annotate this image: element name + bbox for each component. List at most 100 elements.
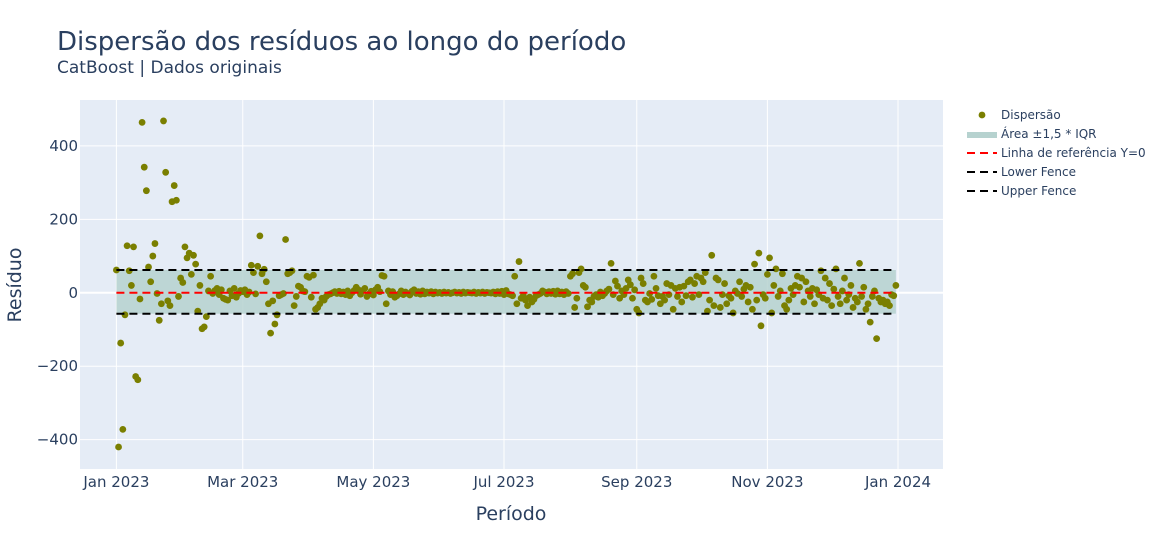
legend-label: Upper Fence: [1001, 184, 1076, 198]
scatter-point: [382, 300, 390, 308]
legend-item: Linha de referência Y=0: [967, 146, 1146, 160]
legend-label: Área ±1,5 * IQR: [1001, 126, 1097, 141]
legend-label: Dispersão: [1001, 108, 1061, 122]
scatter-point: [706, 296, 713, 304]
scatter-point: [838, 287, 846, 295]
scatter-point: [256, 232, 264, 240]
scatter-point: [648, 295, 656, 303]
scatter-point: [307, 293, 315, 301]
legend-marker-icon: [978, 111, 986, 119]
scatter-point: [721, 280, 728, 287]
scatter-point: [376, 288, 384, 296]
scatter-point: [121, 311, 129, 319]
scatter-point: [230, 284, 238, 292]
scatter-point: [785, 296, 793, 304]
scatter-point: [511, 272, 519, 280]
scatter-point: [744, 298, 752, 306]
x-tick-label: May 2023: [336, 473, 410, 491]
scatter-point: [853, 298, 861, 306]
scatter-point: [834, 293, 842, 300]
scatter-point: [127, 282, 135, 289]
x-tick-label: Jan 2024: [864, 473, 931, 491]
scatter-point: [172, 196, 180, 204]
scatter-point: [708, 251, 716, 259]
scatter-point: [650, 272, 658, 280]
scatter-point: [652, 284, 660, 292]
legend-item: Lower Fence: [967, 165, 1076, 179]
scatter-point: [130, 243, 137, 251]
scatter-point: [179, 279, 187, 286]
scatter-point: [639, 280, 647, 287]
scatter-point: [123, 242, 131, 250]
scatter-point: [849, 304, 857, 311]
x-tick-label: Sep 2023: [601, 473, 672, 491]
scatter-point: [772, 265, 780, 273]
scatter-point: [267, 329, 274, 337]
scatter-point: [310, 271, 317, 279]
scatter-point: [280, 290, 287, 297]
scatter-point: [142, 187, 150, 195]
x-axis-ticks: Jan 2023 Mar 2023 May 2023 Jul 2023 Sep 2023…: [82, 473, 931, 491]
scatter-point: [856, 259, 863, 267]
scatter-point: [569, 270, 576, 278]
scatter-point: [843, 296, 851, 304]
scatter-point: [802, 278, 810, 286]
scatter-point: [160, 117, 167, 125]
legend-label: Linha de referência Y=0: [1001, 146, 1146, 160]
scatter-point: [166, 302, 174, 310]
scatter-point: [224, 296, 232, 304]
y-axis-title: Resíduo: [4, 248, 26, 323]
scatter-point: [380, 272, 388, 280]
y-tick-label: 400: [49, 137, 78, 155]
scatter-point: [509, 292, 516, 300]
scatter-point: [826, 280, 833, 287]
scatter-point: [292, 293, 300, 300]
scatter-point: [847, 282, 855, 289]
scatter-point: [573, 294, 581, 302]
scatter-point: [764, 271, 771, 278]
scatter-point: [682, 292, 690, 300]
scatter-point: [187, 271, 195, 278]
scatter-point: [134, 376, 142, 384]
scatter-point: [607, 259, 615, 267]
scatter-point: [190, 251, 197, 259]
scatter-point: [155, 316, 163, 324]
scatter-point: [361, 284, 369, 292]
scatter-point: [691, 280, 698, 287]
scatter-point: [862, 305, 870, 313]
scatter-point: [749, 305, 756, 313]
scatter-point: [269, 297, 277, 305]
scatter-point: [886, 302, 893, 310]
y-tick-label: 200: [49, 210, 78, 228]
scatter-point: [873, 335, 881, 343]
scatter-point: [761, 294, 769, 302]
scatter-point: [811, 300, 818, 308]
scatter-point: [147, 278, 155, 286]
scatter-point: [262, 278, 270, 286]
scatter-point: [136, 295, 144, 303]
scatter-point: [588, 298, 596, 306]
scatter-point: [119, 425, 127, 433]
scatter-point: [200, 323, 208, 331]
scatter-point: [149, 252, 157, 260]
scatter-point: [800, 298, 808, 306]
scatter-point: [699, 278, 707, 286]
scatter-point: [714, 276, 722, 284]
scatter-point: [145, 263, 152, 271]
chart-title: Dispersão dos resíduos ao longo do perío…: [57, 27, 626, 57]
scatter-point: [175, 293, 182, 300]
scatter-point: [170, 182, 178, 189]
scatter-point: [774, 293, 782, 300]
scatter-point: [695, 291, 703, 298]
scatter-point: [202, 313, 210, 321]
scatter-point: [273, 311, 281, 319]
scatter-point: [626, 281, 634, 289]
scatter-point: [766, 254, 773, 262]
y-tick-label: −200: [37, 357, 78, 375]
y-tick-label: 0: [68, 284, 78, 302]
scatter-point: [858, 293, 866, 300]
scatter-point: [196, 282, 204, 289]
legend-label: Lower Fence: [1001, 165, 1076, 179]
scatter-point: [836, 300, 844, 308]
scatter-point: [301, 288, 309, 296]
